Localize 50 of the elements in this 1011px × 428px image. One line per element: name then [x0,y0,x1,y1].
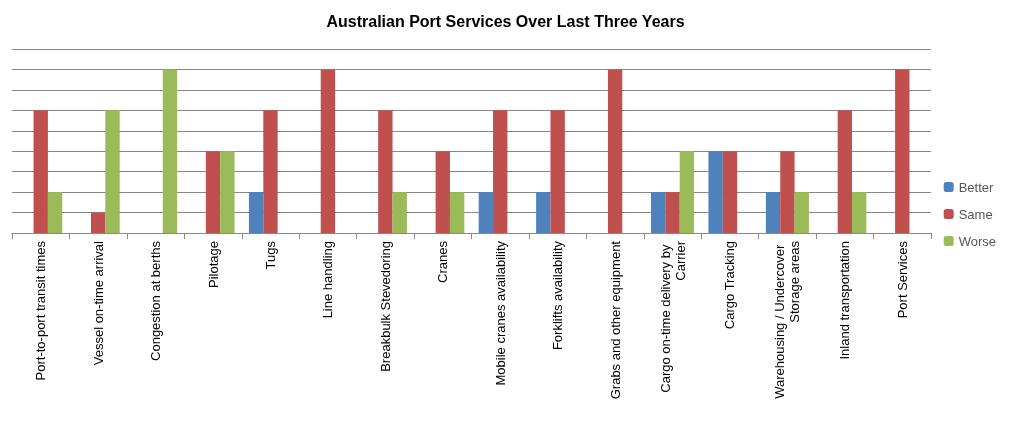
x-tick-label: Inland transportation [837,241,853,360]
x-tick-label: Vessel on-time arrival [90,240,106,366]
x-tick-label: Grabs and other equipment [607,240,623,400]
bar [650,192,666,233]
bar [205,151,221,233]
legend-label: Worse [958,233,996,249]
x-tick-label: Breakbulk Stevedoring [377,241,393,372]
x-tick-label: Cranes [435,240,451,283]
x-tick-label: Line handling [320,241,336,319]
x-tick-label: Pilotage [205,241,221,288]
x-tick-label: Port-to-port transit times [33,240,49,381]
x-tick-label: Cargo on-time delivery by Carrier [657,240,688,393]
bar [794,192,809,233]
bar [765,192,781,233]
bar [33,110,48,233]
bar [837,110,853,233]
bar [105,110,120,233]
bar [263,110,278,233]
bar [90,212,106,233]
x-tick-label: Port Services [894,240,910,319]
bar [435,151,450,233]
bar [392,192,407,233]
bar [47,192,63,233]
bar [665,192,680,233]
bar [895,69,910,233]
legend-label: Same [958,206,993,222]
bar [493,110,508,233]
x-tick-label: Forklifts availability [550,240,566,351]
bar [679,151,695,233]
x-tick-label: Congestion at berths [148,240,164,361]
bar [852,192,867,233]
bar [550,110,565,233]
bar [607,69,623,233]
legend-label: Better [958,179,995,195]
chart-title: Australian Port Services Over Last Three Years [326,12,685,30]
x-tick-label: Tugs [262,240,278,270]
bar [220,151,235,233]
bar [248,192,264,233]
bar [722,151,738,233]
bar [378,110,393,233]
bar [536,192,551,233]
x-tick-label: Cargo Tracking [722,241,738,330]
bar [162,69,178,233]
x-tick-label: Mobile cranes availability [492,240,508,386]
bar [449,192,465,233]
bar [320,69,336,233]
bar [478,192,494,233]
bar [708,151,723,233]
x-tick-label: Warehousing / Undercover Storage areas [772,240,803,399]
bar [780,151,795,233]
